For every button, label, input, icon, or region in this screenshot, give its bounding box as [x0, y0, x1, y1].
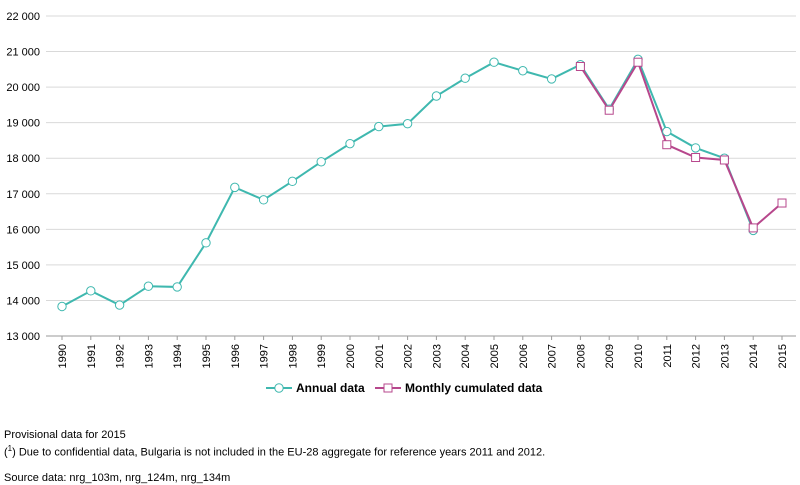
y-tick-label: 20 000	[6, 82, 40, 94]
y-tick-label: 19 000	[6, 118, 40, 130]
data-point-circle	[86, 286, 96, 296]
x-axis-tick-labels: 1990 1991 1992 1993 1994 1995 1996 1997 1998 1999…	[57, 344, 789, 368]
x-tick-label: 1995	[201, 344, 213, 368]
x-tick-label: 2010	[633, 344, 645, 368]
x-tick-label: 1998	[287, 344, 299, 368]
footnote-marker: 1	[7, 444, 13, 453]
x-tick-label: 2006	[518, 344, 530, 368]
data-point-circle	[546, 74, 557, 84]
data-point-circle	[374, 121, 384, 132]
data-point-circle	[287, 176, 298, 187]
x-tick-label: 2003	[431, 344, 443, 368]
y-tick-label: 21 000	[6, 47, 40, 59]
line-chart: 13 000 14 000 15 000 16 000 17 000 18 000 19 0…	[6, 11, 796, 395]
x-tick-label: 1990	[57, 344, 69, 368]
data-point-circle	[316, 157, 326, 167]
legend: Annual data Monthly cumulated data	[266, 381, 543, 395]
x-tick-label: 2005	[489, 344, 501, 368]
gridlines	[46, 15, 796, 340]
data-point-circle	[690, 143, 701, 153]
data-point-circle	[258, 195, 269, 205]
x-tick-label: 2015	[777, 344, 789, 368]
footnote-text: Due to confidential data, Bulgaria is no…	[18, 446, 546, 459]
x-tick-label: 1993	[143, 344, 155, 368]
data-point-square	[604, 105, 614, 115]
y-tick-label: 15 000	[6, 260, 40, 272]
x-tick-label: 2002	[403, 344, 415, 368]
data-point-circle	[201, 238, 211, 248]
y-tick-label: 18 000	[6, 153, 40, 165]
provisional-note: Provisional data for 2015	[4, 429, 126, 441]
data-point-square	[662, 140, 672, 150]
data-point-square	[748, 223, 758, 233]
legend-label: Monthly cumulated data	[405, 381, 543, 395]
x-tick-label: 1991	[86, 344, 98, 368]
y-tick-label: 13 000	[6, 331, 40, 343]
x-tick-label: 2000	[345, 344, 357, 368]
y-tick-label: 16 000	[6, 224, 40, 236]
x-tick-label: 2001	[374, 344, 386, 368]
data-point-circle	[431, 91, 442, 101]
data-point-circle	[518, 66, 528, 76]
y-tick-label: 17 000	[6, 189, 40, 201]
data-point-circle	[402, 119, 413, 129]
x-tick-label: 1997	[259, 344, 271, 368]
data-point-square	[575, 61, 585, 71]
data-point-square	[719, 155, 729, 165]
chart-notes: Provisional data for 2015 (1) Due to con…	[4, 428, 545, 485]
x-tick-label: 2013	[719, 344, 731, 368]
footnote: (1) Due to confidential data, Bulgaria i…	[4, 444, 546, 459]
x-tick-label: 2007	[547, 344, 559, 368]
x-tick-label: 2008	[575, 344, 587, 368]
x-tick-label: 1996	[230, 344, 242, 368]
y-tick-label: 14 000	[6, 295, 40, 307]
data-point-square	[777, 198, 787, 208]
series-markers	[57, 54, 787, 312]
x-tick-label: 1994	[172, 344, 184, 368]
x-tick-label: 2009	[604, 344, 616, 368]
x-tick-label: 1999	[316, 344, 328, 368]
data-point-circle	[143, 281, 154, 291]
data-point-circle	[114, 300, 125, 310]
data-point-circle	[172, 282, 182, 292]
data-point-circle	[489, 57, 499, 67]
series-lines	[61, 57, 783, 308]
legend-label: Annual data	[296, 381, 365, 395]
series-line-1	[579, 59, 783, 230]
legend-swatch-marker	[383, 383, 393, 393]
y-axis-tick-labels: 13 000 14 000 15 000 16 000 17 000 18 000 19 0…	[6, 11, 40, 343]
data-point-circle	[230, 182, 240, 193]
data-point-circle	[57, 301, 67, 312]
y-tick-label: 22 000	[6, 11, 40, 23]
data-point-square	[633, 57, 643, 67]
x-tick-label: 2011	[662, 344, 674, 368]
x-tick-label: 2004	[460, 344, 472, 368]
x-tick-label: 2012	[691, 344, 703, 368]
data-point-circle	[345, 138, 355, 149]
data-point-square	[691, 153, 701, 163]
x-tick-label: 1992	[115, 344, 127, 368]
data-point-circle	[662, 126, 672, 137]
source-note: Source data: nrg_103m, nrg_124m, nrg_134…	[4, 471, 231, 484]
x-tick-label: 2014	[748, 344, 760, 368]
data-point-circle	[460, 73, 470, 83]
legend-swatch-marker	[274, 383, 284, 393]
